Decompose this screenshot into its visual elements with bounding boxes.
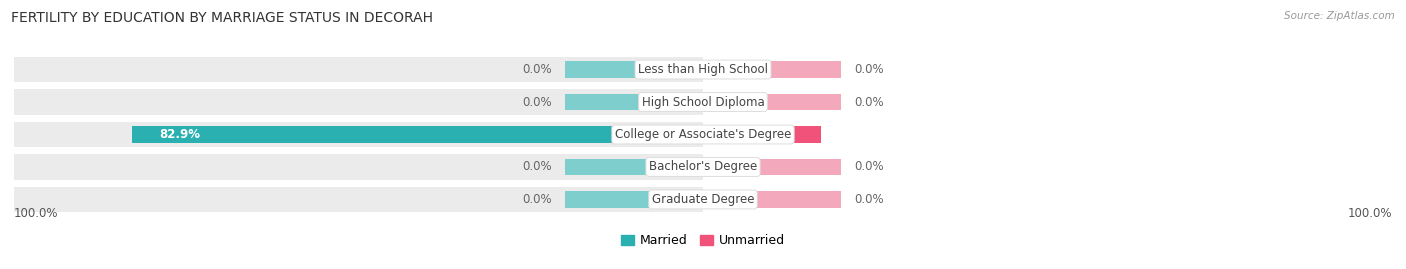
Text: Less than High School: Less than High School bbox=[638, 63, 768, 76]
Text: 0.0%: 0.0% bbox=[855, 193, 884, 206]
Bar bbox=[132, 126, 703, 143]
Bar bbox=[14, 57, 703, 82]
Text: College or Associate's Degree: College or Associate's Degree bbox=[614, 128, 792, 141]
Text: Bachelor's Degree: Bachelor's Degree bbox=[650, 161, 756, 174]
Bar bbox=[14, 89, 703, 115]
Bar bbox=[703, 94, 841, 111]
Text: 82.9%: 82.9% bbox=[159, 128, 201, 141]
Text: Source: ZipAtlas.com: Source: ZipAtlas.com bbox=[1284, 11, 1395, 21]
Text: 0.0%: 0.0% bbox=[522, 193, 551, 206]
Text: 0.0%: 0.0% bbox=[855, 63, 884, 76]
Text: 0.0%: 0.0% bbox=[522, 161, 551, 174]
Bar bbox=[703, 158, 841, 175]
Bar bbox=[703, 126, 821, 143]
Bar bbox=[565, 61, 703, 78]
Legend: Married, Unmarried: Married, Unmarried bbox=[616, 229, 790, 252]
Text: FERTILITY BY EDUCATION BY MARRIAGE STATUS IN DECORAH: FERTILITY BY EDUCATION BY MARRIAGE STATU… bbox=[11, 11, 433, 25]
Bar bbox=[565, 158, 703, 175]
Bar bbox=[565, 191, 703, 208]
Bar bbox=[565, 94, 703, 111]
Text: 17.1%: 17.1% bbox=[752, 128, 793, 141]
Bar bbox=[14, 122, 703, 147]
Bar bbox=[14, 187, 703, 212]
Bar bbox=[14, 57, 703, 82]
Text: Graduate Degree: Graduate Degree bbox=[652, 193, 754, 206]
Bar bbox=[703, 61, 841, 78]
Bar bbox=[14, 154, 703, 180]
Bar bbox=[14, 154, 703, 180]
Text: High School Diploma: High School Diploma bbox=[641, 95, 765, 108]
Bar bbox=[14, 187, 703, 212]
Bar bbox=[14, 89, 703, 115]
Bar bbox=[703, 191, 841, 208]
Text: 100.0%: 100.0% bbox=[14, 207, 59, 220]
Text: 0.0%: 0.0% bbox=[522, 63, 551, 76]
Text: 0.0%: 0.0% bbox=[522, 95, 551, 108]
Text: 100.0%: 100.0% bbox=[1347, 207, 1392, 220]
Bar bbox=[14, 122, 703, 147]
Text: 0.0%: 0.0% bbox=[855, 95, 884, 108]
Text: 0.0%: 0.0% bbox=[855, 161, 884, 174]
